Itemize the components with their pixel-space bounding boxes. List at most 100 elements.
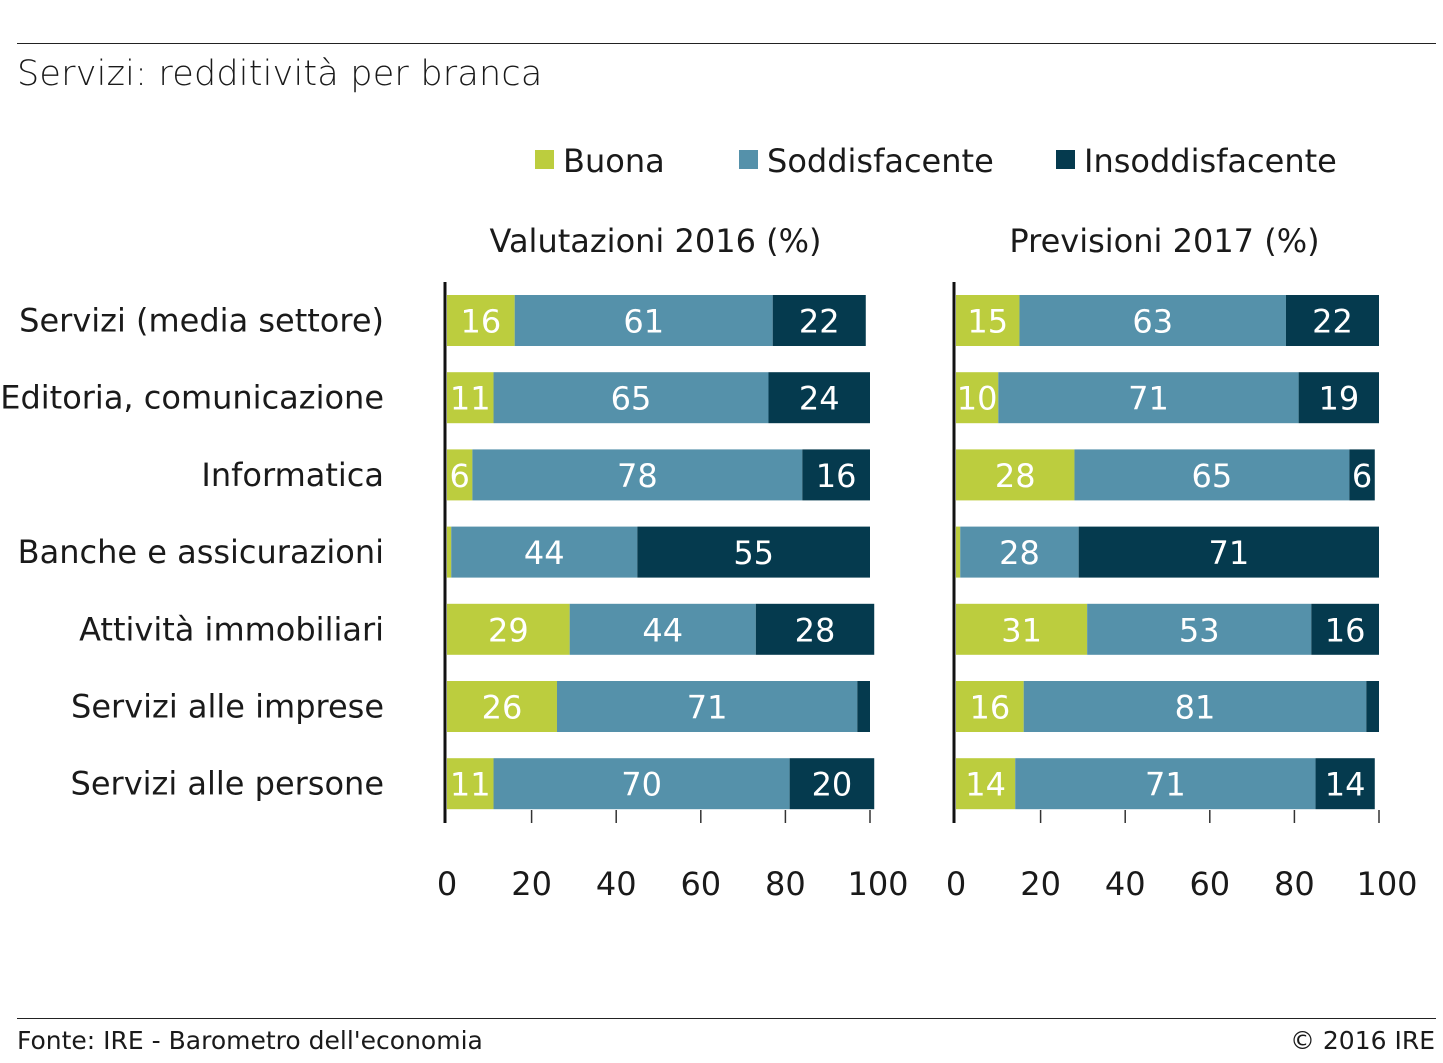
bar-segment-soddisfacente xyxy=(493,758,790,810)
panel-title-2: Previsioni 2017 (%) xyxy=(1009,222,1319,260)
category-label: Attività immobiliari xyxy=(79,610,384,648)
x-tick-label: 60 xyxy=(1189,865,1230,903)
category-label: Editoria, comunicazione xyxy=(0,379,384,417)
bar-segment-buona xyxy=(956,681,1024,732)
bar-segment-buona xyxy=(447,372,494,424)
bar-segment-insoddisfacente xyxy=(772,295,866,346)
bar-segment-insoddisfacente xyxy=(789,758,875,810)
bar-segment-buona xyxy=(956,295,1020,346)
data-label: 44 xyxy=(524,534,565,572)
bar-segment-soddisfacente xyxy=(1015,758,1316,810)
bar-segment-insoddisfacente xyxy=(755,603,875,655)
bar-segment-buona xyxy=(956,758,1016,810)
bar-segment-soddisfacente xyxy=(556,681,858,732)
x-tick-label: 80 xyxy=(1274,865,1315,903)
data-label: 61 xyxy=(623,303,664,341)
bar-segment-insoddisfacente xyxy=(802,449,870,501)
bar-segment-buona xyxy=(956,603,1088,655)
category-label: Servizi (media settore) xyxy=(19,302,384,340)
data-label: 53 xyxy=(1179,611,1220,649)
data-label: 31 xyxy=(1001,611,1042,649)
bar-segment-insoddisfacente xyxy=(637,526,870,578)
bar-segment-soddisfacente xyxy=(1087,603,1312,655)
data-label: 15 xyxy=(967,303,1008,341)
source-note: Fonte: IRE - Barometro dell'economia xyxy=(17,1026,483,1055)
bar-segment-insoddisfacente xyxy=(1366,681,1379,732)
bar-segment-buona xyxy=(447,758,494,810)
data-label: 11 xyxy=(450,766,491,804)
bar-segment-soddisfacente xyxy=(451,526,638,578)
data-label: 10 xyxy=(957,380,998,418)
data-label: 28 xyxy=(795,611,836,649)
legend-swatch-soddisfacente xyxy=(739,150,758,169)
data-label: 65 xyxy=(1192,457,1233,495)
x-tick-label: 20 xyxy=(1020,865,1061,903)
data-label: 81 xyxy=(1175,689,1216,727)
bar-segment-insoddisfacente xyxy=(768,372,870,424)
data-label: 14 xyxy=(965,766,1006,804)
data-label: 19 xyxy=(1318,380,1359,418)
bar-segment-soddisfacente xyxy=(472,449,803,501)
data-label: 16 xyxy=(969,689,1010,727)
x-tick-label: 60 xyxy=(680,865,721,903)
legend-swatch-buona xyxy=(535,150,554,169)
bar-segment-soddisfacente xyxy=(1019,295,1286,346)
data-label: 65 xyxy=(611,380,652,418)
data-label: 22 xyxy=(1312,303,1353,341)
data-label: 28 xyxy=(999,534,1040,572)
category-label: Banche e assicurazioni xyxy=(18,533,384,571)
x-tick-label: 40 xyxy=(596,865,637,903)
bar-segment-soddisfacente xyxy=(1023,681,1367,732)
data-label: 28 xyxy=(995,457,1036,495)
legend-label-soddisfacente: Soddisfacente xyxy=(767,142,994,180)
data-label: 71 xyxy=(1128,380,1169,418)
x-tick-label: 0 xyxy=(437,865,457,903)
bar-segment-soddisfacente xyxy=(998,372,1299,424)
data-label: 6 xyxy=(1352,457,1372,495)
data-label: 11 xyxy=(450,380,491,418)
x-tick-label: 80 xyxy=(765,865,806,903)
x-tick-label: 100 xyxy=(847,865,908,903)
bar-segment-buona xyxy=(447,526,452,578)
data-label: 70 xyxy=(621,766,662,804)
bar-segment-buona xyxy=(447,681,557,732)
bar-segment-insoddisfacente xyxy=(1298,372,1379,424)
data-label: 78 xyxy=(617,457,658,495)
x-tick-label: 20 xyxy=(511,865,552,903)
stacked-bar-chart: Buona Soddisfacente Insoddisfacente Servizi… xyxy=(0,142,1417,903)
category-label: Servizi alle imprese xyxy=(71,688,384,726)
data-label: 6 xyxy=(450,457,470,495)
bar-segment-buona xyxy=(447,603,570,655)
bar-segment-buona xyxy=(956,372,999,424)
data-label: 63 xyxy=(1132,303,1173,341)
top-rule xyxy=(17,43,1436,44)
data-label: 24 xyxy=(799,380,840,418)
bar-segment-insoddisfacente xyxy=(1349,449,1375,501)
bar-segment-soddisfacente xyxy=(514,295,773,346)
data-label: 71 xyxy=(687,689,728,727)
data-label: 71 xyxy=(1145,766,1186,804)
bar-segment-insoddisfacente xyxy=(1311,603,1379,655)
bar-segment-soddisfacente xyxy=(569,603,756,655)
legend-label-insoddisfacente: Insoddisfacente xyxy=(1084,142,1337,180)
bar-segment-soddisfacente xyxy=(1074,449,1350,501)
panel-title-1: Valutazioni 2016 (%) xyxy=(490,222,822,260)
data-label: 44 xyxy=(642,611,683,649)
bar-segment-soddisfacente xyxy=(493,372,769,424)
chart-title: Servizi: redditività per branca xyxy=(17,54,543,94)
data-label: 22 xyxy=(799,303,840,341)
bar-segment-buona xyxy=(447,295,515,346)
bar-segment-insoddisfacente xyxy=(1315,758,1375,810)
data-label: 55 xyxy=(733,534,774,572)
copyright-note: © 2016 IRE xyxy=(1289,1026,1435,1055)
bar-segment-insoddisfacente xyxy=(857,681,870,732)
data-label: 20 xyxy=(812,766,853,804)
x-tick-label: 0 xyxy=(946,865,966,903)
legend-swatch-insoddisfacente xyxy=(1056,150,1075,169)
data-label: 16 xyxy=(460,303,501,341)
bar-segment-buona xyxy=(447,449,473,501)
bar-segment-buona xyxy=(956,526,961,578)
legend-label-buona: Buona xyxy=(563,142,665,180)
bar-segment-buona xyxy=(956,449,1075,501)
bottom-rule xyxy=(17,1018,1436,1019)
